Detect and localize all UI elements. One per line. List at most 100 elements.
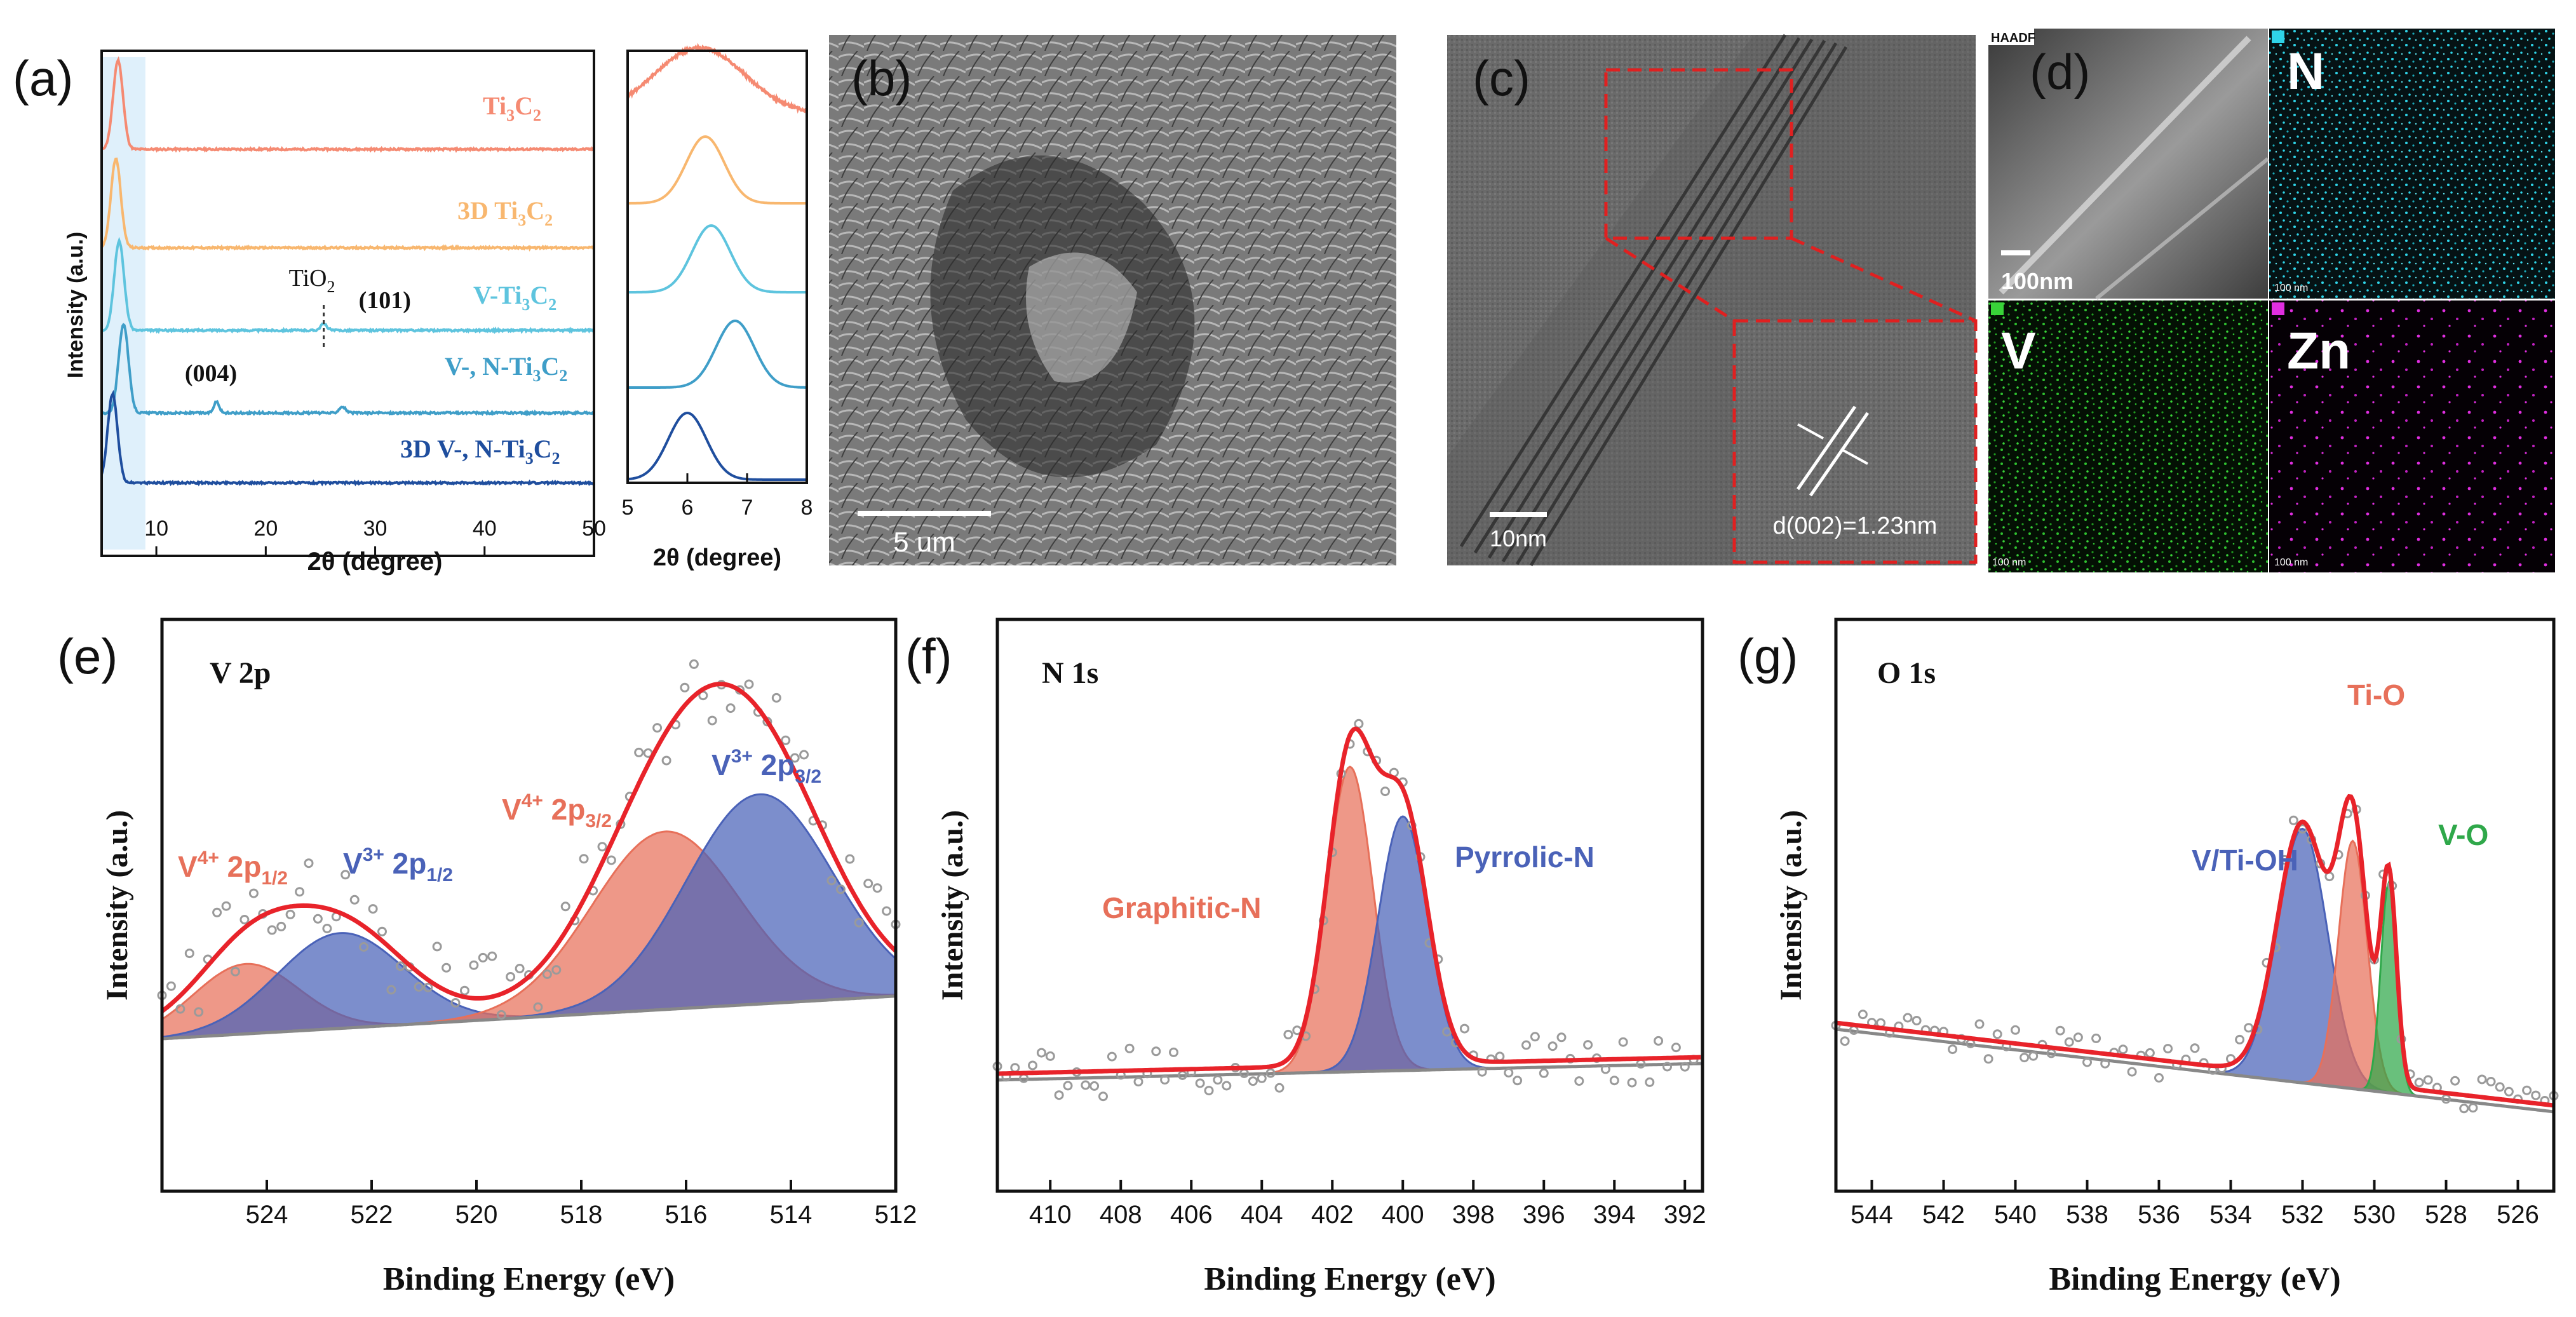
data-point <box>1354 719 1364 729</box>
data-point <box>1654 1036 1664 1046</box>
data-point <box>313 914 323 924</box>
data-point <box>533 1002 543 1012</box>
data-point <box>221 901 231 911</box>
data-point <box>2190 1043 2200 1053</box>
data-point <box>1645 1077 1655 1087</box>
xps-tick-label: 404 <box>1241 1201 1283 1229</box>
panel-label-b: (b) <box>851 50 912 106</box>
data-point <box>1903 1013 1913 1023</box>
eds-v-chip <box>1991 302 2004 315</box>
data-point <box>1530 1032 1540 1042</box>
data-point <box>1380 787 1390 797</box>
haadf-tag <box>1988 29 2034 45</box>
xps-tick-label: 410 <box>1029 1201 1072 1229</box>
data-point <box>1213 1075 1223 1085</box>
inset-x-axis-title: 2θ (degree) <box>653 544 781 571</box>
data-point <box>2414 1077 2424 1088</box>
fit-envelope <box>1835 794 2554 1108</box>
data-point <box>1495 1051 1505 1062</box>
eds-n-chip <box>2272 30 2284 43</box>
data-point <box>322 924 332 933</box>
data-point <box>2522 1085 2532 1095</box>
panel-a-x-ticks: 10 20 30 40 50 <box>144 517 606 556</box>
data-point <box>781 735 791 745</box>
a-tick-label: 20 <box>253 517 278 541</box>
inset-x-ticks: 5 6 7 8 <box>622 473 813 520</box>
a-tick-label: 40 <box>473 517 497 541</box>
data-point <box>377 926 387 936</box>
xrd-annotations: TiO2 (101) (004) <box>185 265 411 387</box>
component-label-1: Ti-O <box>2347 679 2405 712</box>
sem-scale-label: 5 um <box>893 527 955 558</box>
series-label-3: V-, N-Ti3C2 <box>445 352 567 385</box>
data-point <box>285 909 295 919</box>
data-point <box>1098 1091 1108 1102</box>
eds-v-scale: 100 nm <box>1992 557 2026 568</box>
eds-zn-label: Zn <box>2287 322 2350 380</box>
data-point <box>707 715 717 726</box>
xps-tick-label: 540 <box>1994 1201 2037 1229</box>
xrd-line-0 <box>100 56 595 153</box>
tem-zoom-box <box>1604 68 1793 240</box>
data-point <box>1248 1076 1258 1086</box>
data-point <box>2145 1048 2155 1058</box>
xps-tick-label: 534 <box>2209 1201 2252 1229</box>
data-point <box>1574 1076 1584 1086</box>
data-point <box>1442 1027 1452 1037</box>
data-point <box>184 949 194 959</box>
inset-series-group <box>626 43 808 481</box>
xps-tick-label: 406 <box>1170 1201 1213 1229</box>
data-point <box>2073 1032 2083 1043</box>
xps-panel-title: N 1s <box>1042 656 1098 690</box>
data-point <box>349 895 360 905</box>
data-point <box>1257 1073 1267 1083</box>
data-point <box>2288 815 2298 825</box>
data-point <box>790 753 800 763</box>
haadf-edge-2 <box>2095 157 2269 301</box>
eds-map-v <box>1988 301 2268 572</box>
data-point <box>1107 1051 1117 1062</box>
data-point <box>166 981 176 991</box>
data-point <box>239 915 250 924</box>
eds-n-label: N <box>2287 43 2324 100</box>
data-point <box>2477 1074 2487 1084</box>
data-point <box>863 879 873 889</box>
data-point <box>579 854 589 864</box>
data-point <box>882 906 892 916</box>
data-point <box>1671 1043 1681 1053</box>
series-label-1: 3D Ti3C2 <box>457 196 553 229</box>
data-point <box>1274 1083 1285 1093</box>
data-point <box>1521 1040 1531 1050</box>
series-label-0: Ti3C2 <box>483 91 541 125</box>
data-point <box>304 858 314 868</box>
data-point <box>1204 1086 1214 1096</box>
data-point <box>2235 1034 2245 1044</box>
xps-x-axis-title: Binding Energy (eV) <box>1204 1261 1495 1297</box>
panel-a-x-axis-title: 2θ (degree) <box>307 548 443 576</box>
panel-a-frame <box>100 50 595 557</box>
data-point <box>744 679 754 689</box>
xps-frame <box>1834 618 2556 1193</box>
data-point <box>2091 1033 2101 1043</box>
data-point <box>515 964 525 973</box>
data-point <box>442 962 452 973</box>
data-point <box>2495 1082 2505 1092</box>
data-point <box>1504 1068 1514 1077</box>
xrd-series-group <box>100 56 595 487</box>
xps-tick-label: 518 <box>560 1201 603 1229</box>
xrd-line-3 <box>100 323 594 417</box>
data-point <box>1983 1054 1993 1064</box>
data-point <box>1222 1081 1232 1091</box>
data-point <box>2118 1044 2128 1055</box>
haadf-scale-label: 100nm <box>2001 268 2074 294</box>
data-point <box>1063 1081 1073 1091</box>
xps-panel-title: V 2p <box>210 656 271 690</box>
data-point <box>872 883 882 893</box>
data-point <box>459 985 469 996</box>
component-label-1: Pyrrolic-N <box>1455 841 1595 874</box>
inset-tick-label: 6 <box>682 496 694 520</box>
tio2-label: TiO2 <box>289 265 335 296</box>
data-point <box>1548 1041 1558 1051</box>
xps-tick-label: 524 <box>246 1201 288 1229</box>
data-point <box>2028 1051 2039 1061</box>
